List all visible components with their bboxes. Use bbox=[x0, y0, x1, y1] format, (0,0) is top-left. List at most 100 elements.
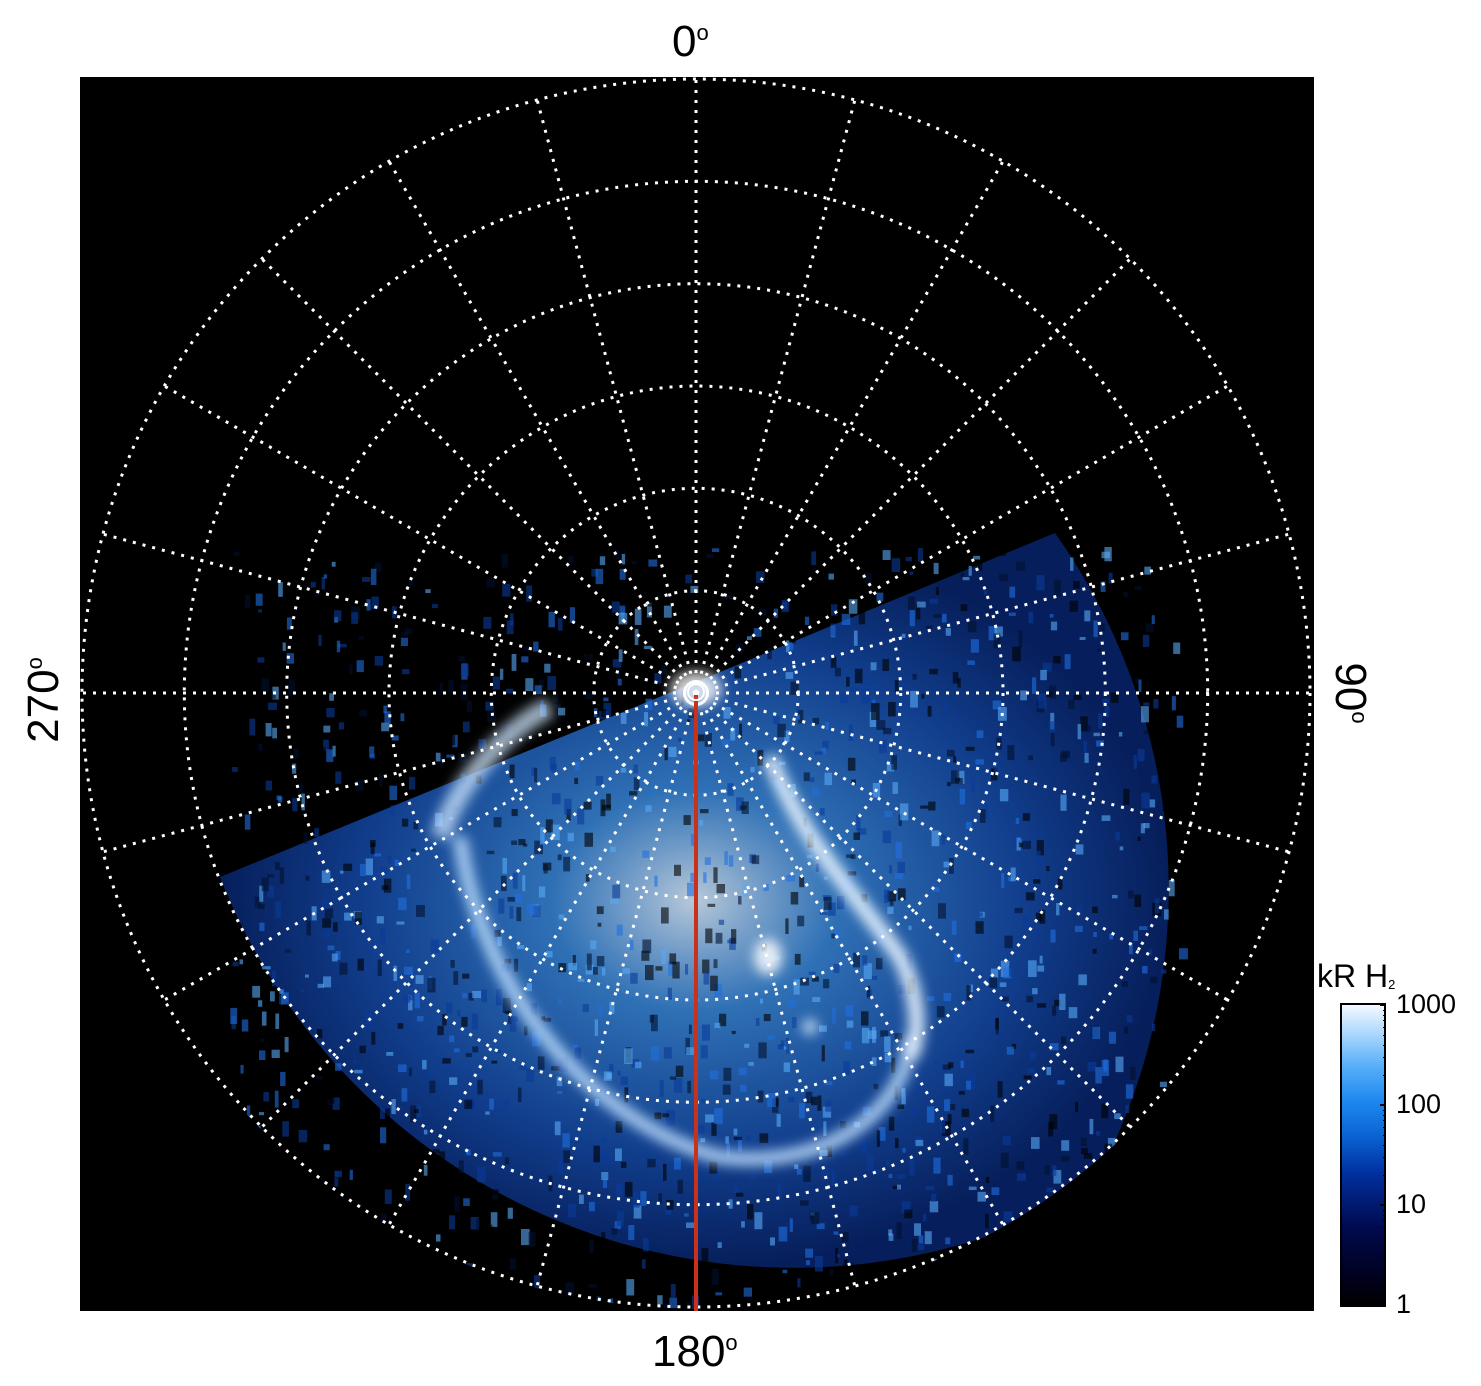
noise-pixel bbox=[240, 1064, 244, 1074]
noise-pixel bbox=[1060, 1156, 1070, 1162]
noise-pixel bbox=[1130, 1066, 1136, 1080]
noise-pixel bbox=[740, 1084, 747, 1092]
noise-pixel bbox=[255, 1305, 263, 1309]
noise-pixel bbox=[1113, 582, 1121, 592]
noise-pixel bbox=[1010, 867, 1016, 882]
noise-pixel bbox=[888, 1174, 893, 1178]
noise-pixel bbox=[1093, 932, 1097, 937]
noise-pixel bbox=[700, 1045, 708, 1059]
noise-pixel bbox=[786, 1037, 790, 1054]
noise-pixel bbox=[468, 993, 474, 1001]
noise-pixel bbox=[487, 1283, 492, 1294]
noise-pixel bbox=[380, 1108, 385, 1119]
noise-pixel bbox=[384, 711, 391, 725]
noise-pixel bbox=[1101, 1103, 1109, 1119]
noise-pixel bbox=[279, 867, 285, 885]
noise-pixel bbox=[1057, 878, 1063, 890]
noise-pixel bbox=[884, 1052, 892, 1063]
noise-pixel bbox=[1137, 748, 1145, 762]
noise-pixel bbox=[425, 589, 431, 593]
noise-pixel bbox=[794, 1164, 799, 1169]
noise-pixel bbox=[321, 577, 325, 590]
noise-pixel bbox=[1143, 730, 1148, 735]
noise-pixel bbox=[545, 819, 553, 833]
noise-pixel bbox=[929, 668, 938, 675]
noise-pixel bbox=[678, 737, 682, 743]
noise-pixel bbox=[1164, 1163, 1169, 1180]
noise-pixel bbox=[843, 1061, 850, 1075]
noise-pixel bbox=[462, 992, 467, 999]
noise-pixel bbox=[1004, 935, 1013, 949]
noise-pixel bbox=[754, 1212, 763, 1230]
noise-pixel bbox=[478, 739, 487, 749]
noise-pixel bbox=[931, 1193, 937, 1202]
noise-pixel bbox=[1121, 1213, 1130, 1230]
noise-pixel bbox=[888, 702, 896, 717]
noise-pixel bbox=[931, 830, 940, 847]
noise-pixel bbox=[956, 770, 965, 784]
noise-pixel bbox=[1050, 731, 1055, 747]
noise-pixel bbox=[1003, 967, 1012, 979]
noise-pixel bbox=[736, 797, 744, 811]
noise-pixel bbox=[402, 669, 410, 675]
noise-pixel bbox=[730, 728, 736, 741]
noise-pixel bbox=[729, 937, 736, 950]
noise-pixel bbox=[512, 872, 518, 889]
noise-pixel bbox=[829, 1269, 834, 1277]
noise-pixel bbox=[888, 1233, 894, 1241]
noise-pixel bbox=[831, 933, 835, 939]
noise-pixel bbox=[805, 1091, 813, 1104]
noise-pixel bbox=[734, 666, 742, 679]
noise-pixel bbox=[646, 602, 652, 618]
noise-pixel bbox=[1007, 1239, 1011, 1254]
noise-pixel bbox=[410, 1105, 417, 1123]
noise-pixel bbox=[633, 1205, 642, 1219]
noise-pixel bbox=[1026, 995, 1034, 1003]
noise-pixel bbox=[279, 989, 284, 995]
noise-pixel bbox=[293, 1121, 300, 1132]
noise-pixel bbox=[703, 872, 707, 883]
noise-pixel bbox=[265, 723, 272, 737]
noise-pixel bbox=[993, 633, 1001, 649]
noise-pixel bbox=[507, 1281, 512, 1296]
noise-pixel bbox=[249, 718, 256, 736]
noise-pixel bbox=[584, 832, 593, 847]
noise-pixel bbox=[989, 977, 998, 988]
noise-pixel bbox=[466, 700, 472, 713]
noise-pixel bbox=[253, 1300, 263, 1309]
noise-pixel bbox=[786, 640, 790, 653]
noise-pixel bbox=[326, 749, 334, 762]
noise-pixel bbox=[528, 1232, 536, 1247]
noise-pixel bbox=[728, 1199, 733, 1209]
noise-pixel bbox=[916, 603, 921, 620]
noise-pixel bbox=[574, 777, 579, 785]
noise-pixel bbox=[1070, 557, 1074, 571]
noise-pixel bbox=[833, 930, 840, 940]
noise-pixel bbox=[897, 1104, 904, 1109]
noise-pixel bbox=[727, 783, 734, 796]
noise-pixel bbox=[612, 884, 621, 899]
noise-pixel bbox=[349, 664, 353, 675]
noise-pixel bbox=[598, 1004, 603, 1015]
noise-pixel bbox=[244, 814, 251, 830]
noise-pixel bbox=[910, 690, 918, 708]
noise-pixel bbox=[894, 1033, 903, 1040]
noise-pixel bbox=[602, 1179, 608, 1188]
noise-pixel bbox=[375, 1303, 383, 1309]
noise-pixel bbox=[441, 1232, 448, 1237]
noise-pixel bbox=[803, 1165, 811, 1182]
noise-pixel bbox=[737, 1137, 742, 1152]
noise-pixel bbox=[284, 1037, 289, 1053]
noise-pixel bbox=[286, 653, 294, 664]
noise-pixel bbox=[899, 803, 909, 821]
noise-pixel bbox=[413, 1109, 419, 1113]
noise-pixel bbox=[670, 1284, 676, 1298]
noise-pixel bbox=[1128, 890, 1134, 899]
noise-pixel bbox=[669, 1297, 678, 1309]
noise-pixel bbox=[317, 983, 325, 988]
noise-pixel bbox=[397, 1023, 404, 1029]
noise-pixel bbox=[332, 1097, 340, 1110]
noise-pixel bbox=[744, 1043, 750, 1048]
noise-pixel bbox=[468, 1289, 476, 1296]
noise-pixel bbox=[463, 1198, 470, 1206]
